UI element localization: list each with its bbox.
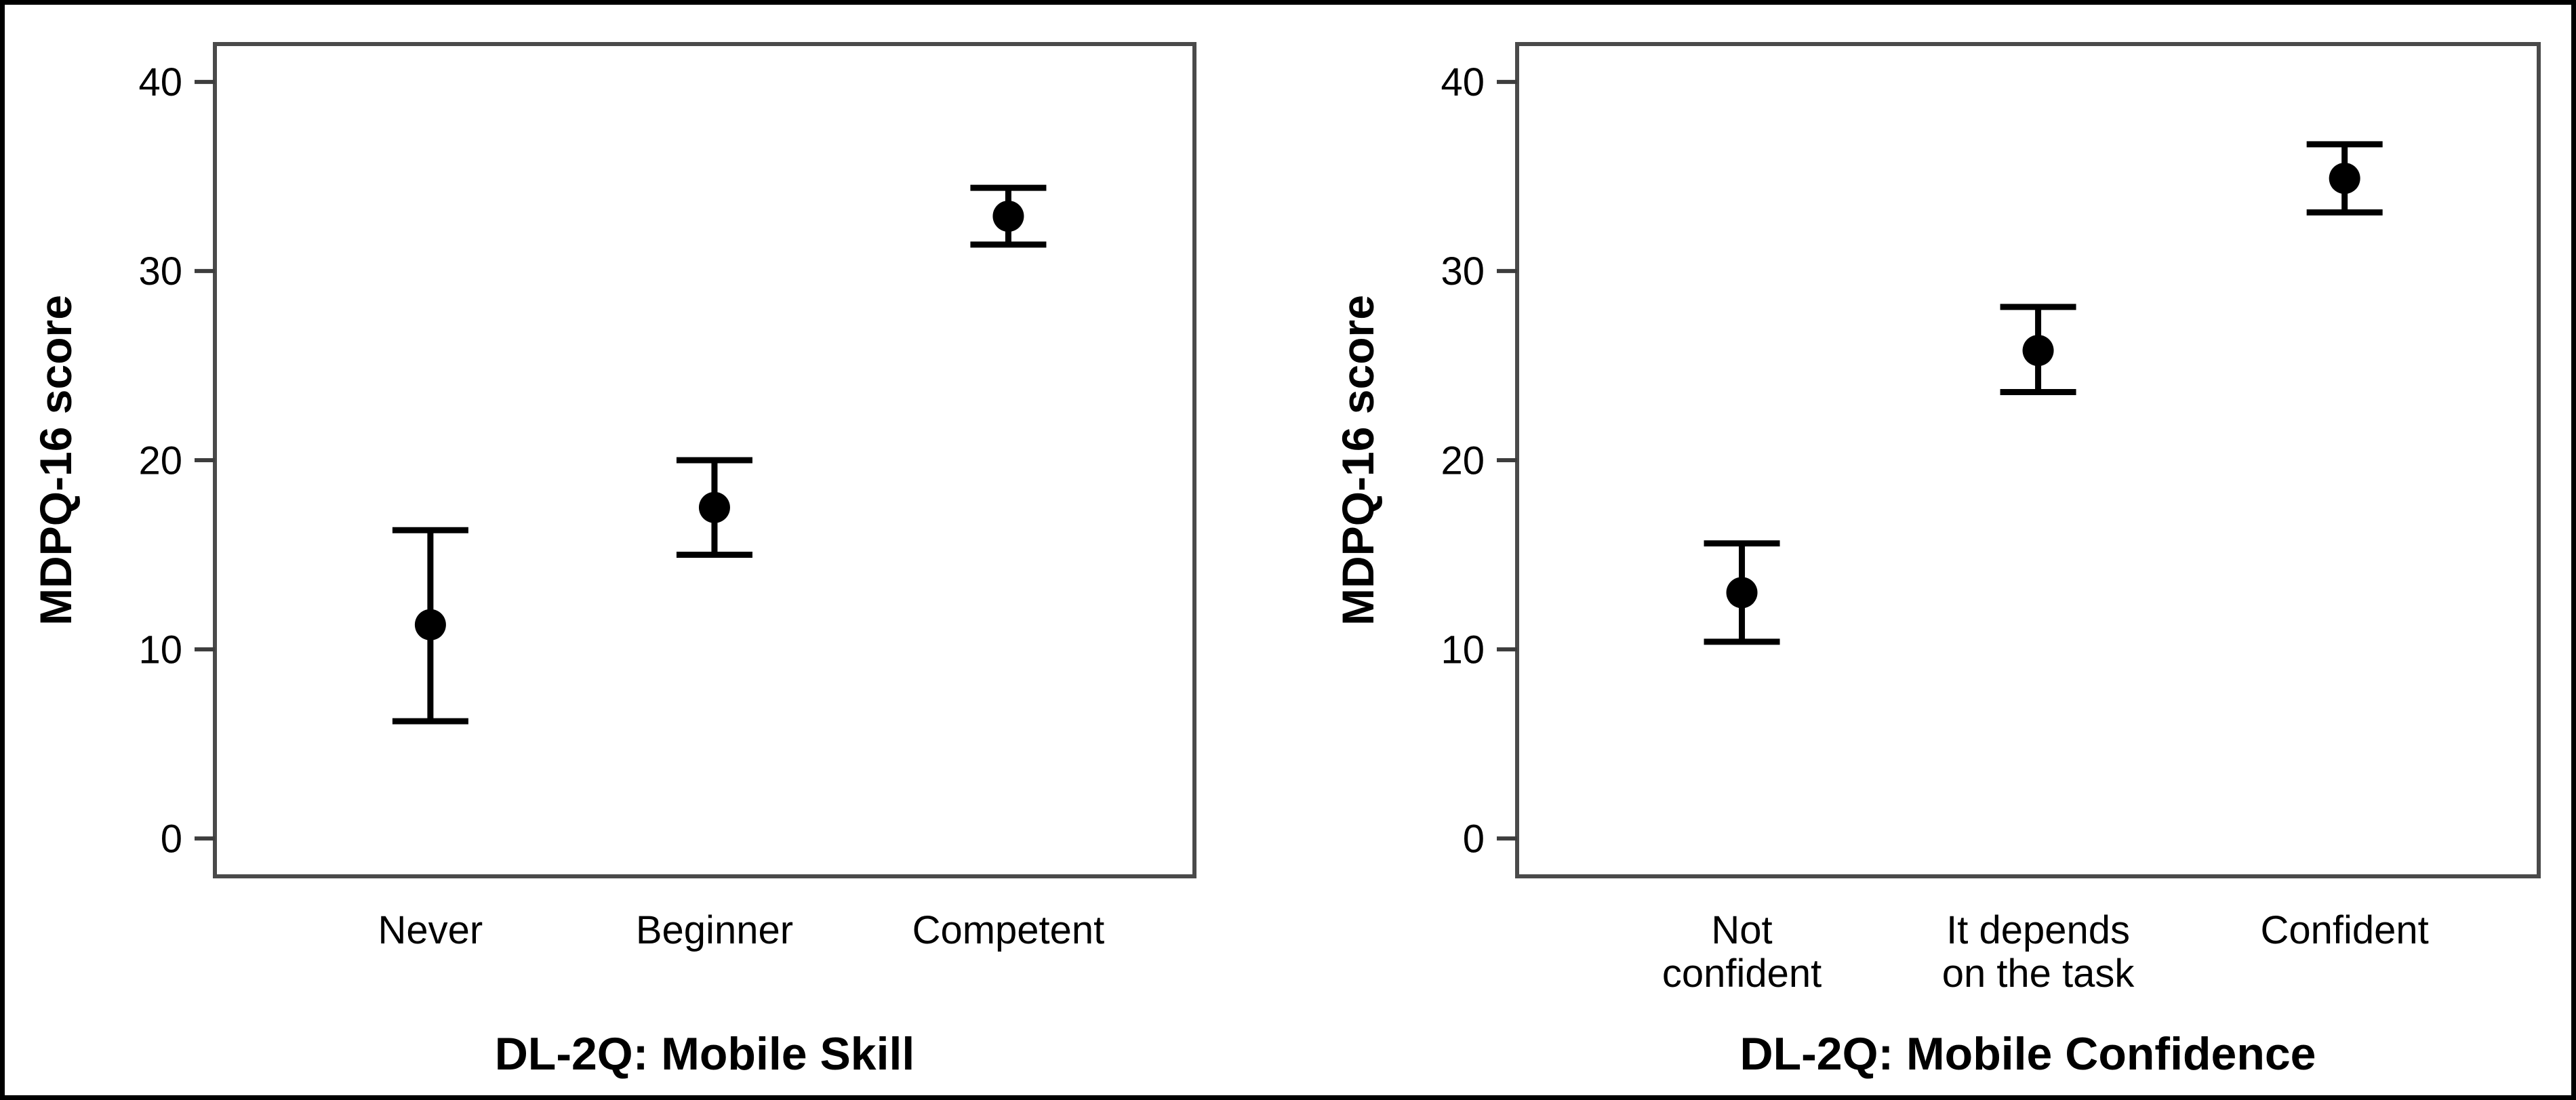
panel-right-mean-point-notconfident bbox=[1726, 577, 1758, 609]
panel-right-category-label-it-dependson-the-task: It depends on the task bbox=[1942, 908, 2135, 996]
panel-right-mean-point-it-dependson-the-task bbox=[2022, 335, 2054, 367]
panel-right-ytick-label-10: 10 bbox=[1441, 628, 1485, 672]
panel-right-y-axis-title: MDPQ-16 score bbox=[1333, 295, 1383, 626]
panel-left-ytick-label-30: 30 bbox=[138, 249, 182, 293]
panel-left-mean-point-beginner bbox=[698, 491, 730, 523]
panel-right-frame bbox=[1515, 42, 2541, 878]
panel-right-mean-point-confident bbox=[2329, 163, 2360, 195]
panel-left-x-axis-title: DL-2Q: Mobile Skill bbox=[495, 1028, 915, 1080]
panel-left-category-label-competent: Competent bbox=[912, 908, 1105, 952]
panel-left-mean-point-never bbox=[414, 609, 446, 640]
panel-left-category-label-beginner: Beginner bbox=[636, 908, 793, 952]
panel-left-ytick-label-40: 40 bbox=[138, 60, 182, 104]
panel-left-category-label-never: Never bbox=[378, 908, 483, 952]
panel-left-ytick-label-20: 20 bbox=[138, 439, 182, 483]
panel-right-category-label-confident: Confident bbox=[2261, 908, 2429, 952]
panel-right-ytick-label-0: 0 bbox=[1463, 817, 1485, 861]
panel-left-mean-point-competent bbox=[992, 200, 1024, 232]
panel-right-ytick-label-40: 40 bbox=[1441, 60, 1485, 104]
panel-left-ytick-label-0: 0 bbox=[161, 817, 182, 861]
panel-right-ytick-label-20: 20 bbox=[1441, 439, 1485, 483]
panel-left-y-axis-title: MDPQ-16 score bbox=[31, 295, 81, 626]
panel-right-x-axis-title: DL-2Q: Mobile Confidence bbox=[1740, 1028, 2316, 1080]
panel-left-ytick-label-10: 10 bbox=[138, 628, 182, 672]
panel-right-category-label-notconfident: Not confident bbox=[1662, 908, 1822, 996]
panel-right-ytick-label-30: 30 bbox=[1441, 249, 1485, 293]
